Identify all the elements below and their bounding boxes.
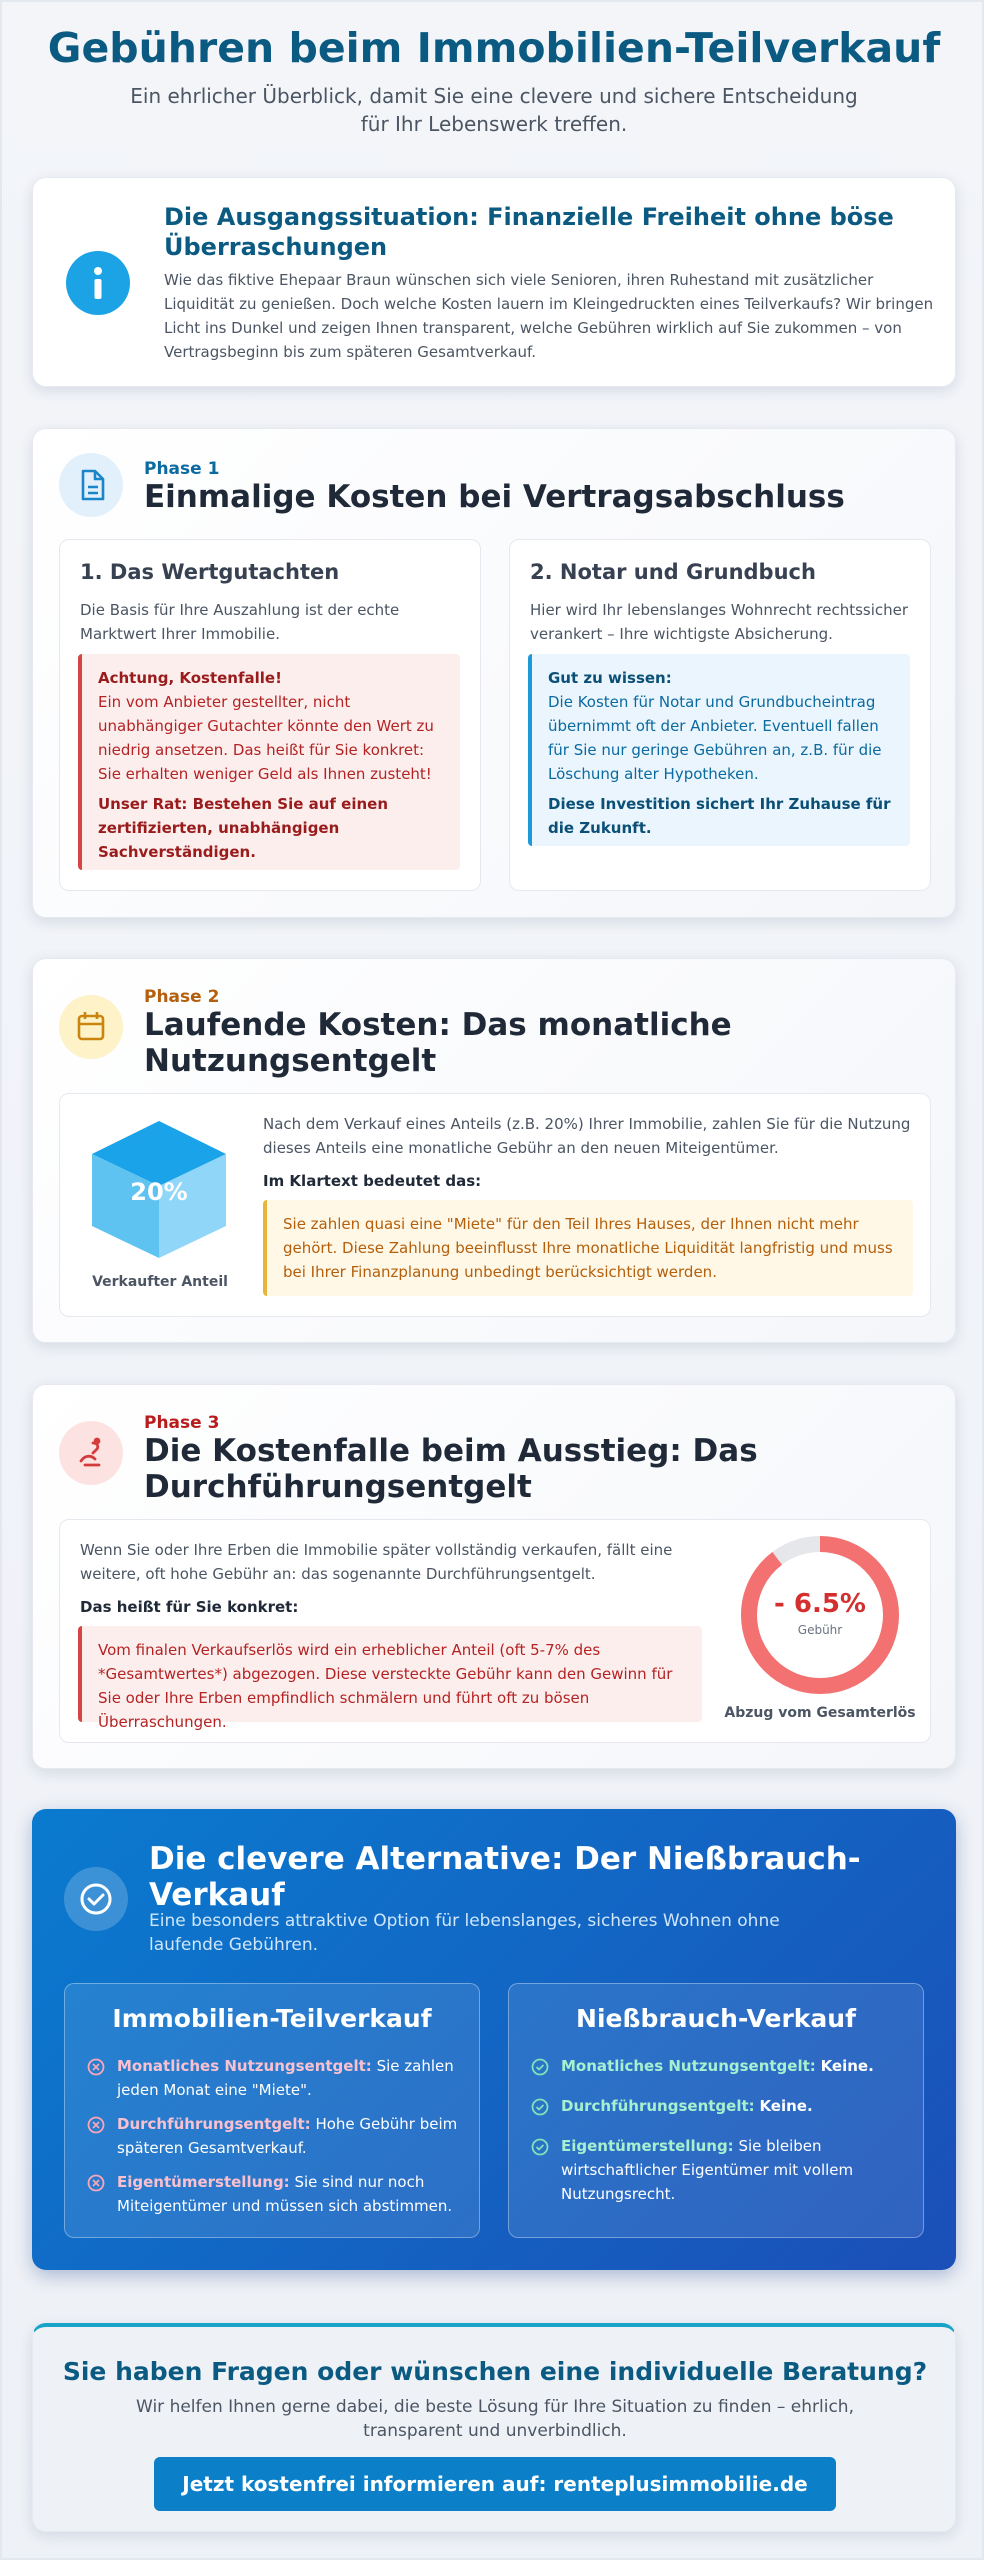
appraisal-card: 1. Das Wertgutachten Die Basis für Ihre …: [59, 539, 481, 891]
con-item: Monatliches Nutzungsentgelt: Sie zahlen …: [87, 2054, 461, 2102]
intro-title: Die Ausgangssituation: Finanzielle Freih…: [164, 203, 894, 261]
phase3-title: Die Kostenfalle beim Ausstieg: Das Durch…: [144, 1433, 758, 1505]
alternative-subtitle: Eine besonders attraktive Option für leb…: [149, 1911, 780, 1955]
phase3-subheading: Das heißt für Sie konkret:: [80, 1598, 299, 1616]
info-icon: [66, 251, 130, 315]
cube-label: 20%: [130, 1178, 187, 1206]
card-title: 2. Notar und Grundbuch: [530, 560, 816, 584]
item-text: Sie zahlen jeden Monat eine "Miete".: [117, 2057, 454, 2099]
item-text: Sie sind nur noch Miteigentümer und müss…: [117, 2173, 453, 2215]
warning-box: Achtung, Kostenfalle! Ein vom Anbieter g…: [78, 654, 460, 870]
phase1-card: Phase 1 Einmalige Kosten bei Vertragsabs…: [32, 428, 956, 918]
box-note: Unser Rat: Bestehen Sie auf einen zertif…: [98, 795, 389, 861]
phase2-title: Laufende Kosten: Das monatliche Nutzungs…: [144, 1007, 732, 1079]
donut-value: - 6.5%: [774, 1589, 866, 1619]
phase3-text: Wenn Sie oder Ihre Erben die Immobilie s…: [80, 1541, 673, 1583]
phase1-label: Phase 1: [144, 459, 220, 479]
box-text: Ein vom Anbieter gestellter, nicht unabh…: [98, 693, 434, 783]
phase2-text: Nach dem Verkauf eines Anteils (z.B. 20%…: [263, 1115, 911, 1157]
page-subtitle: Ein ehrlicher Überblick, damit Sie eine …: [130, 84, 858, 136]
item-text: Sie bleiben wirtschaftlicher Eigentümer …: [561, 2137, 854, 2203]
intro-card: Die Ausgangssituation: Finanzielle Freih…: [32, 177, 956, 387]
phase2-subheading: Im Klartext bedeutet das:: [263, 1172, 482, 1190]
intro-text: Wie das fiktive Ehepaar Braun wünschen s…: [164, 271, 934, 361]
phase2-label: Phase 2: [144, 987, 220, 1007]
item-label: Monatliches Nutzungsentgelt:: [117, 2057, 372, 2075]
item-text: Hohe Gebühr beim späteren Gesamtverkauf.: [117, 2115, 458, 2157]
item-label: Eigentümerstellung:: [117, 2173, 290, 2191]
info-box: Gut zu wissen: Die Kosten für Notar und …: [528, 654, 910, 846]
donut-unit: Gebühr: [798, 1623, 843, 1637]
pro-item: Durchführungsentgelt: Keine.: [531, 2094, 905, 2118]
item-label: Monatliches Nutzungsentgelt:: [561, 2057, 816, 2075]
exit-panel: Wenn Sie oder Ihre Erben die Immobilie s…: [59, 1519, 931, 1743]
column-title: Immobilien-Teilverkauf: [112, 2004, 432, 2033]
fee-panel: 20% Verkaufter Anteil Nach dem Verkauf e…: [59, 1093, 931, 1317]
page-title: Gebühren beim Immobilien-Teilverkauf: [47, 24, 941, 72]
box-title: Achtung, Kostenfalle!: [98, 669, 282, 687]
box-note: Diese Investition sichert Ihr Zuhause fü…: [548, 795, 891, 837]
cta-button[interactable]: Jetzt kostenfrei informieren auf: rentep…: [154, 2457, 836, 2511]
box-text: Die Kosten für Notar und Grundbucheintra…: [548, 693, 882, 783]
partial-sale-column: Immobilien-Teilverkauf Monatliches Nutzu…: [64, 1983, 480, 2238]
donut-caption: Abzug vom Gesamterlös: [724, 1705, 916, 1721]
item-label: Durchführungsentgelt:: [561, 2097, 755, 2115]
con-item: Eigentümerstellung: Sie sind nur noch Mi…: [87, 2170, 461, 2218]
pro-item: Monatliches Nutzungsentgelt: Keine.: [531, 2054, 905, 2078]
column-title: Nießbrauch-Verkauf: [576, 2004, 856, 2033]
check-icon: [64, 1867, 128, 1931]
note-box: Sie zahlen quasi eine "Miete" für den Te…: [263, 1200, 913, 1296]
item-text: Keine.: [820, 2057, 874, 2075]
item-text: Keine.: [759, 2097, 813, 2115]
usufruct-column: Nießbrauch-Verkauf Monatliches Nutzungse…: [508, 1983, 924, 2238]
phase3-label: Phase 3: [144, 1413, 220, 1433]
alternative-title: Die clevere Alternative: Der Nießbrauch-…: [149, 1841, 861, 1913]
item-label: Durchführungsentgelt:: [117, 2115, 311, 2133]
card-text: Die Basis für Ihre Auszahlung ist der ec…: [80, 601, 400, 643]
con-item: Durchführungsentgelt: Hohe Gebühr beim s…: [87, 2112, 461, 2160]
box-title: Gut zu wissen:: [548, 669, 672, 687]
cube-caption: Verkaufter Anteil: [92, 1274, 228, 1290]
fee-donut: - 6.5% Gebühr: [741, 1536, 899, 1694]
document-icon: [59, 453, 123, 517]
phase2-card: Phase 2 Laufende Kosten: Das monatliche …: [32, 958, 956, 1343]
share-cube: 20%: [92, 1121, 226, 1258]
cta-title: Sie haben Fragen oder wünschen eine indi…: [62, 2357, 928, 2386]
alternative-section: Die clevere Alternative: Der Nießbrauch-…: [32, 1809, 956, 2270]
cta-text: Wir helfen Ihnen gerne dabei, die beste …: [136, 2397, 854, 2441]
pro-item: Eigentümerstellung: Sie bleiben wirtscha…: [531, 2134, 905, 2206]
warning-box: Vom finalen Verkaufserlös wird ein erheb…: [78, 1626, 702, 1731]
card-text: Hier wird Ihr lebenslanges Wohnrecht rec…: [530, 601, 909, 643]
calendar-icon: [59, 995, 123, 1059]
phase3-card: Phase 3 Die Kostenfalle beim Ausstieg: D…: [32, 1384, 956, 1769]
notary-card: 2. Notar und Grundbuch Hier wird Ihr leb…: [509, 539, 931, 891]
item-label: Eigentümerstellung:: [561, 2137, 734, 2155]
card-title: 1. Das Wertgutachten: [80, 560, 340, 584]
cta-card: Sie haben Fragen oder wünschen eine indi…: [32, 2323, 956, 2532]
phase1-title: Einmalige Kosten bei Vertragsabschluss: [144, 479, 845, 515]
trap-icon: [59, 1421, 123, 1485]
